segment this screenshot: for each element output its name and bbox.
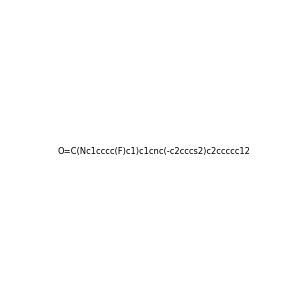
Text: O=C(Nc1cccc(F)c1)c1cnc(-c2cccs2)c2ccccc12: O=C(Nc1cccc(F)c1)c1cnc(-c2cccs2)c2ccccc1…: [57, 147, 250, 156]
